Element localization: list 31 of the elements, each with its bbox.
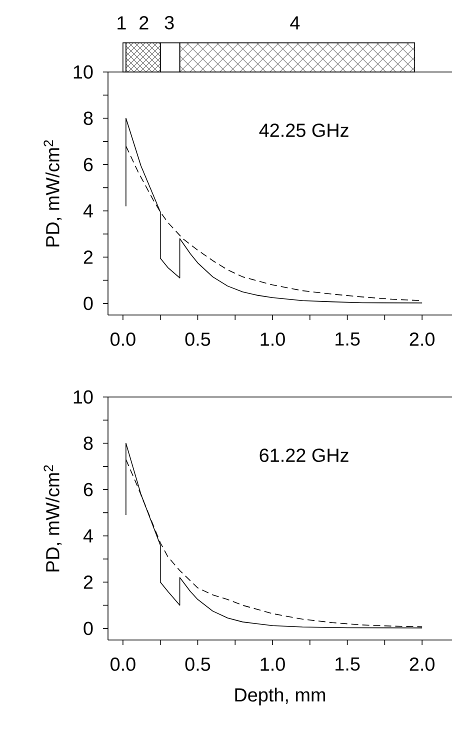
annotation: 42.25 GHz [259, 124, 348, 138]
x-tick-label: 1.0 [260, 332, 285, 346]
x-tick-label: 1.5 [336, 658, 360, 671]
x-tick-label: 2.0 [410, 332, 434, 346]
x-tick-label: 0.0 [110, 332, 136, 346]
y-tick-label: 0 [84, 296, 93, 310]
y-tick-label: 2 [84, 576, 93, 589]
x-tick-label: 0.5 [185, 658, 210, 671]
x-tick-label: 1.0 [260, 658, 285, 671]
x-tick-label: 2.0 [410, 658, 434, 671]
x-axis-title: Depth, mm [235, 688, 326, 706]
y-tick-label: 4 [83, 529, 93, 542]
text: 2 [140, 16, 148, 30]
text: 1 [118, 16, 126, 30]
y-tick-label: 0 [84, 622, 93, 636]
y-tick-label: 8 [84, 112, 93, 125]
y-tick-label: 8 [84, 436, 93, 450]
y-tick-label: 2 [84, 250, 93, 264]
y-tick-label: 6 [84, 482, 93, 496]
annotation: 61.22 GHz [260, 448, 348, 462]
y-axis-title: PD, mW/cm$^{2}$ [44, 140, 62, 246]
y-tick-label: 4 [83, 204, 93, 218]
x-tick-label: 1.5 [336, 332, 360, 346]
y-tick-label: 10 [74, 65, 93, 79]
y-tick-label: 10 [74, 390, 93, 404]
y-axis-title: PD, mW/cm$^{2}$ [44, 465, 62, 572]
y-tick-label: 6 [84, 158, 93, 172]
x-tick-label: 0.0 [110, 658, 136, 671]
text: 4 [290, 16, 300, 30]
x-tick-label: 0.5 [185, 332, 210, 346]
text: 3 [164, 16, 174, 30]
